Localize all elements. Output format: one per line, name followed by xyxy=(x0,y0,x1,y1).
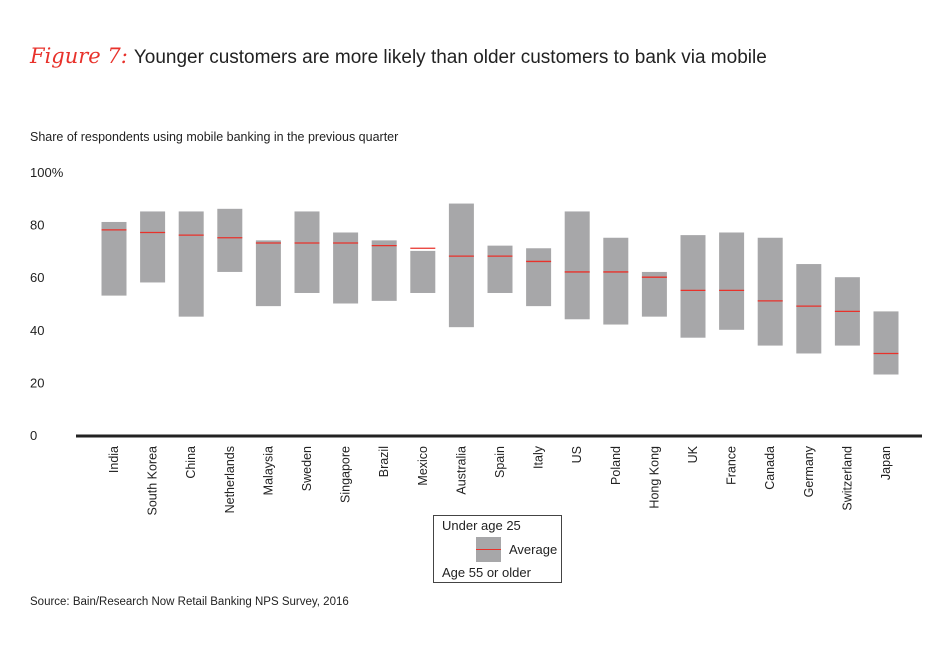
chart-title: Figure 7: Younger customers are more like… xyxy=(30,44,767,69)
x-tick-label-india: India xyxy=(107,446,121,473)
bar-japan xyxy=(873,311,899,375)
y-tick-label-0: 0 xyxy=(30,428,37,443)
x-tick-label-switzerland: Switzerland xyxy=(840,446,854,511)
bars-group xyxy=(101,203,899,375)
category-labels: India South Korea China Netherlands Malaysia… xyxy=(107,445,893,515)
x-tick-label-brazil: Brazil xyxy=(377,446,391,477)
x-tick-label-south-korea: South Korea xyxy=(146,446,160,516)
x-tick-label-china: China xyxy=(184,446,198,479)
bar-south-korea xyxy=(140,211,166,283)
average-markers xyxy=(101,229,899,355)
bar-brazil xyxy=(371,240,397,301)
x-tick-label-malaysia: Malaysia xyxy=(261,446,275,495)
x-tick-label-mexico: Mexico xyxy=(416,446,430,486)
y-tick-label-2: 40 xyxy=(30,323,44,338)
y-axis-description: Share of respondents using mobile bankin… xyxy=(30,130,399,144)
bar-singapore xyxy=(333,232,359,304)
x-tick-label-netherlands: Netherlands xyxy=(223,446,237,513)
bar-hong-kong xyxy=(641,271,667,317)
y-tick-label-4: 80 xyxy=(30,218,44,233)
bar-spain xyxy=(487,245,513,293)
x-tick-label-france: France xyxy=(725,446,739,485)
bar-france xyxy=(719,232,745,330)
bar-poland xyxy=(603,237,629,325)
x-tick-label-uk: UK xyxy=(686,445,700,463)
x-tick-label-italy: Italy xyxy=(532,445,546,469)
bar-sweden xyxy=(294,211,320,293)
bar-germany xyxy=(796,264,822,354)
legend-swatch xyxy=(476,537,501,562)
bar-uk xyxy=(680,235,706,338)
legend-average-line xyxy=(476,549,501,550)
legend-under-25: Under age 25 xyxy=(442,518,521,533)
bar-mexico xyxy=(410,250,436,293)
bar-netherlands xyxy=(217,208,243,272)
y-tick-label-3: 60 xyxy=(30,270,44,285)
x-tick-label-japan: Japan xyxy=(879,446,893,480)
x-tick-label-canada: Canada xyxy=(763,446,777,490)
x-tick-label-sweden: Sweden xyxy=(300,446,314,491)
bar-canada xyxy=(757,237,783,346)
source-note: Source: Bain/Research Now Retail Banking… xyxy=(30,596,349,608)
x-tick-label-hong-kong: Hong Kong xyxy=(647,446,661,509)
y-axis-ticks: 0 20 40 60 80 100% xyxy=(30,165,64,443)
x-tick-label-poland: Poland xyxy=(609,446,623,485)
title-text: Younger customers are more likely than o… xyxy=(133,47,767,68)
y-tick-label-5: 100% xyxy=(30,165,64,180)
bar-italy xyxy=(526,248,552,307)
bar-malaysia xyxy=(255,240,281,307)
x-tick-label-australia: Australia xyxy=(454,446,468,495)
bar-india xyxy=(101,221,127,296)
bar-us xyxy=(564,211,590,320)
legend: Under age 25 Average Age 55 or older xyxy=(433,515,562,583)
legend-average: Average xyxy=(509,542,558,557)
figure-label: Figure 7: xyxy=(30,44,128,68)
x-tick-label-spain: Spain xyxy=(493,446,507,478)
x-tick-label-singapore: Singapore xyxy=(339,446,353,503)
x-tick-label-us: US xyxy=(570,446,584,463)
x-tick-label-germany: Germany xyxy=(802,445,816,497)
bar-china xyxy=(178,211,204,317)
y-tick-label-1: 20 xyxy=(30,375,44,390)
legend-55-older: Age 55 or older xyxy=(442,565,531,580)
bar-australia xyxy=(448,203,474,328)
